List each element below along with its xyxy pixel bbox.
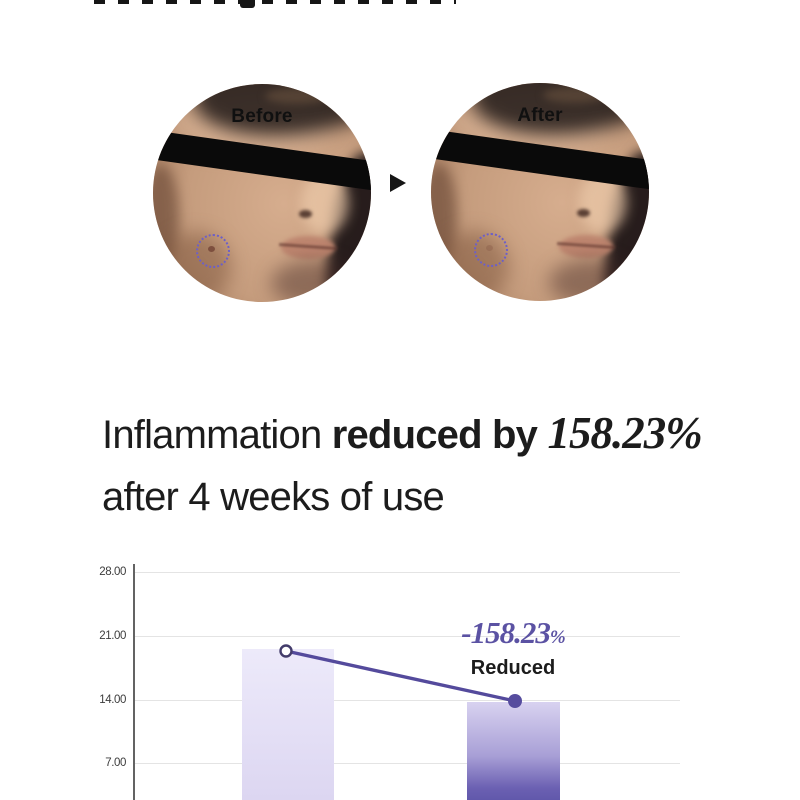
headline: Inflammation reduced by 158.23% after 4 … (102, 402, 742, 528)
after-photo: After (431, 83, 649, 301)
cropped-heading-fragment (94, 0, 456, 4)
reduced-label: Reduced (470, 657, 556, 679)
after-label: After (517, 105, 563, 126)
cropped-heading-descender (240, 0, 255, 8)
y-tick-14: 14.00 (99, 694, 126, 706)
eyebrow (543, 87, 607, 103)
bar-before (242, 649, 334, 800)
y-tick-28: 28.00 (99, 566, 126, 578)
eyebrow (265, 88, 329, 104)
gridline-14 (135, 700, 680, 701)
reduction-annotation: -158.23% Reduced (427, 616, 599, 680)
gridline-7 (135, 763, 680, 764)
highlight-dotted-circle (196, 234, 230, 268)
gridline-21 (135, 636, 680, 637)
headline-bold: reduced by (331, 413, 538, 457)
headline-regular: Inflammation (102, 413, 322, 457)
reduction-value: -158.23 (461, 615, 551, 650)
chin-shadow (271, 260, 357, 302)
headline-line2: after 4 weeks of use (102, 475, 445, 519)
arrow-right-icon (390, 174, 406, 192)
nostril (299, 210, 312, 218)
reduction-percent-sign: % (549, 627, 566, 648)
y-tick-7: 7.00 (105, 757, 126, 769)
gridline-28 (135, 572, 680, 573)
bar-after (467, 702, 560, 800)
headline-stat: 158.23% (547, 408, 702, 458)
y-tick-21: 21.00 (99, 630, 126, 642)
highlight-dotted-circle (474, 233, 508, 267)
nostril (577, 209, 590, 217)
y-axis-line (133, 564, 135, 800)
chin-shadow (549, 259, 635, 301)
before-label: Before (231, 106, 293, 127)
before-photo: Before (153, 84, 371, 302)
